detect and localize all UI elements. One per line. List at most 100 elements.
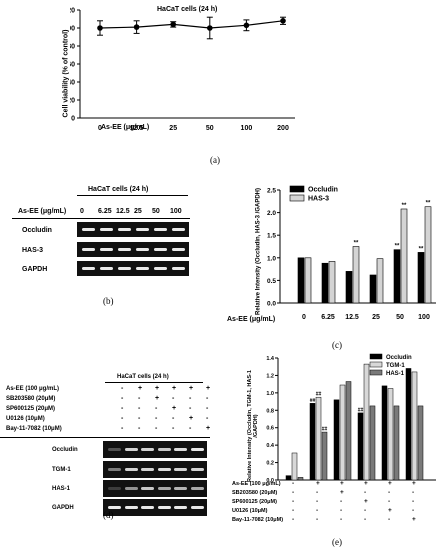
- bar-1-3: [363, 363, 370, 481]
- data-point-5: [280, 18, 286, 24]
- band-d-0-1: [124, 448, 138, 451]
- treatment-mark-d-3-5: -: [206, 415, 209, 422]
- bar-0-1: [309, 403, 316, 481]
- bar-2-1: [321, 431, 328, 481]
- band-d-1-0: [108, 468, 121, 471]
- y-tick-label-2: 40: [70, 80, 75, 87]
- treatment-mark-e-1-0: -: [292, 489, 295, 496]
- band-b-0-4: [154, 228, 167, 231]
- treatment-mark-e-1-4: -: [388, 489, 391, 496]
- legend-swatch-0: [289, 185, 305, 193]
- treatment-mark-d-2-3: +: [172, 405, 177, 412]
- treatment-mark-d-0-2: +: [155, 385, 160, 392]
- y-tick-label-5: 2.5: [267, 188, 276, 195]
- legend-swatch-2: [369, 369, 383, 376]
- treatment-mark-d-4-5: +: [206, 425, 211, 432]
- treatment-mark-e-4-3: -: [364, 516, 367, 523]
- treatment-mark-d-0-5: +: [206, 385, 211, 392]
- treatment-label-d-2: SP600125 (20μM): [6, 406, 56, 412]
- panel-c-ylabel: Relative Intensity (Occludin, HAS-3 /GAP…: [255, 187, 262, 316]
- treatment-mark-d-1-3: -: [172, 395, 175, 402]
- treatment-mark-d-4-4: -: [189, 425, 192, 432]
- band-b-2-5: [172, 267, 185, 270]
- band-b-1-5: [172, 248, 185, 251]
- data-point-2: [170, 21, 176, 28]
- treatment-mark-d-2-5: -: [206, 405, 209, 412]
- bar-0-0: [285, 475, 292, 481]
- treatment-mark-d-3-3: -: [172, 415, 175, 422]
- blot-d-label-occludin: Occludin: [52, 447, 78, 453]
- band-b-2-0: [82, 267, 95, 270]
- treatment-mark-e-1-1: -: [316, 489, 319, 496]
- bar-1-2: [339, 384, 346, 481]
- sig-mark-1: ##: [316, 392, 322, 398]
- panel-d-title: HaCaT cells (24 h): [117, 374, 169, 380]
- bar-0-2: [345, 271, 353, 304]
- panel-e-ylabel-wrap: Relative Intensity (Occludin, TGM-1, HAS…: [246, 370, 259, 482]
- treatment-mark-d-2-1: -: [138, 405, 141, 412]
- treatment-mark-d-4-0: -: [121, 425, 124, 432]
- sig-mark-2: **: [402, 203, 407, 209]
- y-tick-label-4: 80: [70, 44, 75, 51]
- treatment-mark-d-3-4: +: [189, 415, 194, 422]
- panel-a-title: HaCaT cells (24 h): [157, 6, 218, 13]
- lane-label-5: 100: [170, 208, 182, 215]
- y-tick-label-3: 1.5: [267, 233, 276, 240]
- band-b-1-2: [118, 248, 131, 251]
- panel-b-title-rule: [77, 195, 188, 196]
- treatment-mark-e-3-0: -: [292, 507, 295, 514]
- sig-mark-3: **: [419, 246, 424, 252]
- treatment-mark-d-2-4: -: [189, 405, 192, 412]
- treatment-label-e-0: As-EE (100 μg/mL): [232, 481, 281, 487]
- treatment-mark-d-0-1: +: [138, 385, 143, 392]
- bar-1-0: [291, 452, 298, 481]
- band-d-0-3: [157, 448, 171, 451]
- band-d-3-3: [157, 506, 171, 509]
- treatment-label-d-1: SB203580 (20μM): [6, 396, 56, 402]
- treatment-mark-d-0-3: +: [172, 385, 177, 392]
- y-tick-label-5: 100: [70, 26, 75, 33]
- treatment-mark-e-0-3: +: [364, 480, 368, 487]
- treatment-mark-d-1-1: -: [138, 395, 141, 402]
- bar-2-0: [297, 477, 304, 481]
- y-tick-label-6: 1.2: [266, 373, 274, 379]
- treatment-mark-d-2-0: -: [121, 405, 124, 412]
- band-b-1-0: [82, 248, 95, 251]
- bar-0-2: [333, 399, 340, 481]
- treatment-mark-e-3-4: +: [388, 507, 392, 514]
- panel-b-divider: [12, 218, 190, 219]
- blot-b-gapdh: [77, 261, 189, 276]
- bar-1-1: [315, 396, 322, 481]
- treatment-label-e-1: SB203580 (20μM): [232, 490, 278, 496]
- band-d-0-2: [141, 448, 154, 451]
- treatment-mark-e-4-5: +: [412, 516, 416, 523]
- blot-d-gapdh: [103, 499, 207, 516]
- treatment-label-e-4: Bay-11-7082 (10μM): [232, 517, 284, 523]
- treatment-label-d-0: As-EE (100 μg/mL): [6, 386, 60, 392]
- sig-mark-0: **: [354, 241, 359, 247]
- y-tick-label-3: 60: [70, 62, 75, 69]
- band-b-1-3: [136, 248, 149, 251]
- x-tick-label-2: 12.5: [345, 314, 359, 321]
- panel-b-lane-labels: 0 6.25 12.5 25 50 100: [80, 208, 188, 218]
- panel-c-xrow-label: As-EE (μg/mL): [227, 316, 276, 323]
- band-b-2-4: [154, 267, 167, 270]
- sig-mark-4: **: [426, 201, 431, 207]
- band-b-1-1: [100, 248, 113, 251]
- band-b-0-2: [118, 228, 131, 231]
- sig-mark-3: ##: [358, 407, 364, 413]
- treatment-mark-e-3-3: -: [364, 507, 367, 514]
- treatment-mark-d-1-2: +: [155, 395, 160, 402]
- bar-2-2: [345, 381, 352, 481]
- data-point-0: [97, 25, 103, 31]
- bar-0-3: [369, 274, 377, 304]
- blot-b-has3: [77, 242, 189, 257]
- treatment-mark-e-2-1: -: [316, 498, 319, 505]
- band-d-2-4: [174, 487, 187, 490]
- band-d-3-0: [108, 506, 121, 509]
- bar-0-4: [393, 249, 401, 304]
- legend-label-2: HAS-1: [386, 371, 405, 377]
- bar-1-2: [352, 246, 360, 304]
- panel-d-divider: [0, 437, 210, 438]
- treatment-mark-d-1-4: -: [189, 395, 192, 402]
